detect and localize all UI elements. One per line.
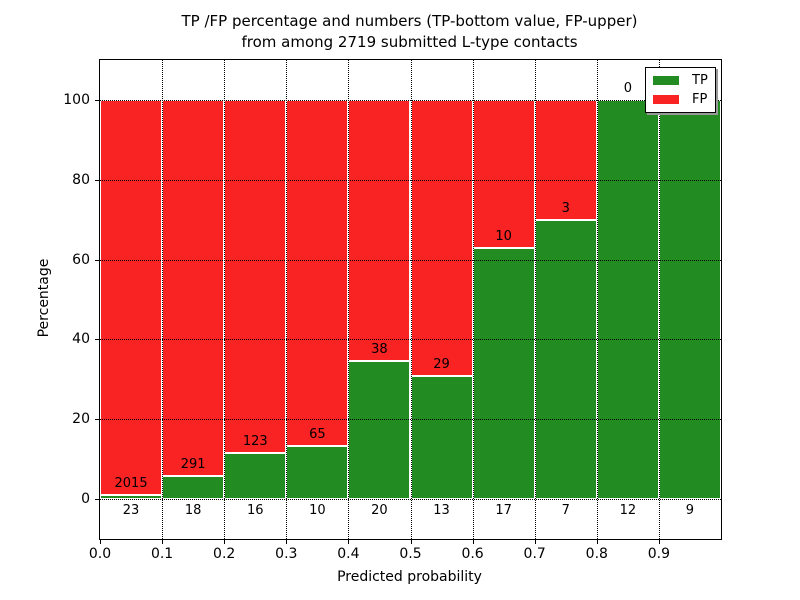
legend-swatch-tp — [653, 76, 679, 86]
y-tick — [95, 179, 99, 181]
bar-segment-tp — [162, 475, 225, 500]
bar-segment-tp — [410, 375, 473, 500]
legend-label-fp: FP — [692, 91, 708, 107]
y-tick-label: 20 — [72, 411, 90, 428]
chart-title: TP /FP percentage and numbers (TP-bottom… — [99, 11, 720, 53]
y-tick — [95, 99, 99, 101]
legend: TP FP — [645, 67, 716, 113]
bar-count-label-fp: 65 — [309, 426, 326, 442]
gridline-vertical — [658, 60, 660, 539]
bar-count-label-tp: 13 — [433, 503, 450, 519]
bar-count-label-tp: 18 — [184, 503, 202, 519]
y-tick-label: 80 — [72, 171, 90, 188]
gridline-horizontal — [100, 179, 721, 181]
bar-segment-tp — [472, 247, 535, 500]
gridline-horizontal — [100, 499, 721, 501]
x-tick — [534, 540, 536, 544]
bar-count-label-tp: 9 — [685, 503, 695, 519]
gridline-horizontal — [100, 99, 721, 101]
x-tick-label: 0.7 — [523, 546, 546, 562]
y-tick-label: 100 — [63, 91, 90, 108]
y-tick-label: 40 — [72, 331, 90, 348]
bar-segment-tp — [596, 99, 659, 500]
gridline-vertical — [534, 60, 536, 539]
bar-count-label-tp: 17 — [495, 503, 512, 519]
plot-area: 201523291181231665103820291310173701209 — [99, 59, 722, 540]
x-tick — [472, 540, 474, 544]
bar-count-label-fp: 3 — [561, 200, 570, 216]
y-tick-label: 0 — [81, 491, 90, 508]
gridline-vertical — [286, 60, 288, 539]
bar-count-label-fp: 0 — [623, 80, 632, 96]
gridline-vertical — [410, 60, 412, 539]
bar-segment-fp — [224, 99, 287, 454]
y-tick — [95, 419, 99, 421]
x-tick — [348, 540, 350, 544]
bar-count-label-fp: 291 — [180, 456, 206, 472]
gridline-vertical — [472, 60, 474, 539]
bar-segment-tp — [286, 445, 349, 500]
gridline-horizontal — [100, 419, 721, 421]
bar-count-label-fp: 10 — [495, 228, 512, 244]
bar-count-label-tp: 7 — [561, 503, 570, 519]
x-tick — [162, 540, 164, 544]
chart-title-line2: from among 2719 submitted L-type contact… — [241, 33, 578, 51]
x-tick — [224, 540, 226, 544]
legend-swatch-fp — [653, 94, 679, 104]
bar-count-label-tp: 23 — [122, 503, 140, 519]
bar-segment-tp — [348, 361, 411, 500]
x-axis-label: Predicted probability — [337, 569, 482, 585]
bar-segment-tp — [658, 99, 721, 500]
gridline-vertical — [224, 60, 226, 539]
bar-segment-tp — [100, 494, 163, 500]
bar-count-label-fp: 2015 — [114, 475, 148, 491]
bar-count-label-tp: 10 — [309, 503, 326, 519]
bar-segment-fp — [348, 99, 411, 362]
chart-title-line1: TP /FP percentage and numbers (TP-bottom… — [181, 12, 638, 30]
x-tick — [286, 540, 288, 544]
gridline-horizontal — [100, 259, 721, 261]
y-tick — [95, 339, 99, 341]
x-tick — [100, 540, 101, 544]
y-tick — [95, 259, 99, 261]
x-tick-label: 0.2 — [213, 546, 236, 562]
y-axis-label: Percentage — [36, 258, 52, 338]
x-tick-label: 0.8 — [585, 546, 608, 562]
x-tick-label: 0.1 — [150, 546, 174, 562]
x-tick — [658, 540, 660, 544]
legend-label-tp: TP — [692, 73, 708, 89]
bar-segment-fp — [162, 99, 225, 476]
gridline-vertical — [162, 60, 164, 539]
y-tick-label: 60 — [72, 251, 90, 268]
x-tick-label: 0.9 — [647, 546, 671, 562]
bar-count-label-tp: 16 — [246, 503, 264, 519]
bar-segment-tp — [534, 219, 597, 500]
bar-segment-fp — [472, 99, 535, 248]
legend-row: TP — [653, 73, 708, 88]
gridline-horizontal — [100, 339, 721, 341]
y-tick — [95, 499, 99, 501]
x-tick — [596, 540, 598, 544]
x-tick — [410, 540, 412, 544]
bar-count-label-tp: 12 — [619, 503, 637, 519]
bar-count-label-fp: 123 — [242, 434, 268, 450]
bar-segment-tp — [224, 453, 287, 500]
x-tick-label: 0.5 — [399, 546, 422, 562]
x-tick-label: 0.6 — [461, 546, 484, 562]
bar-segment-fp — [100, 99, 163, 495]
gridline-vertical — [596, 60, 598, 539]
x-tick-label: 0.3 — [275, 546, 298, 562]
x-tick-label: 0.4 — [337, 546, 360, 562]
bar-segment-fp — [410, 99, 473, 376]
x-tick-label: 0.0 — [88, 546, 112, 562]
bar-segment-fp — [286, 99, 349, 446]
bar-count-label-tp: 20 — [371, 503, 388, 519]
bar-count-label-fp: 38 — [371, 342, 388, 358]
gridline-vertical — [348, 60, 350, 539]
legend-row: FP — [653, 92, 708, 107]
bar-count-label-fp: 29 — [433, 356, 450, 372]
